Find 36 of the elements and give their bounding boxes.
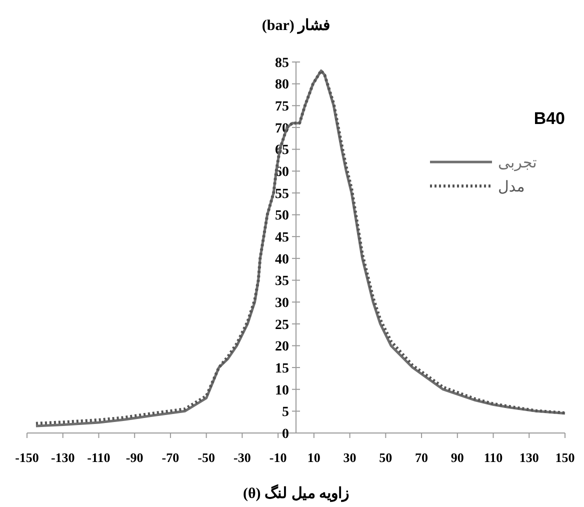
y-tick-label: 5 bbox=[282, 405, 289, 420]
x-tick-label: -110 bbox=[87, 450, 110, 465]
x-tick-label: 10 bbox=[307, 450, 320, 465]
x-tick-label: -150 bbox=[15, 450, 39, 465]
y-tick-label: 80 bbox=[275, 78, 289, 93]
y-tick-label: 15 bbox=[275, 361, 289, 376]
y-tick-label: 30 bbox=[275, 296, 289, 311]
legend-title: B40 bbox=[534, 109, 565, 128]
x-tick-label: -10 bbox=[269, 450, 287, 465]
y-tick-label: 10 bbox=[275, 383, 289, 398]
y-axis-title: فشار (bar) bbox=[262, 18, 330, 34]
x-tick-label: 90 bbox=[450, 450, 464, 465]
y-tick-label: 50 bbox=[275, 208, 289, 224]
legend-label: تجربی bbox=[498, 153, 537, 172]
y-tick-label: 40 bbox=[275, 252, 289, 268]
x-tick-label: -50 bbox=[198, 450, 216, 465]
x-axis-title: زاویه میل لنگ (θ) bbox=[242, 484, 350, 502]
x-tick-label: 110 bbox=[484, 450, 503, 465]
y-tick-label: 0 bbox=[282, 426, 289, 442]
x-tick-label: 130 bbox=[519, 450, 539, 465]
legend-label: مدل bbox=[498, 177, 525, 196]
x-tick-label: -130 bbox=[50, 450, 75, 465]
x-tick-label: 50 bbox=[379, 450, 392, 465]
x-tick-label: -70 bbox=[162, 450, 180, 465]
y-tick-label: 20 bbox=[275, 340, 289, 355]
y-tick-label: 55 bbox=[275, 186, 289, 202]
y-tick-label: 35 bbox=[275, 274, 289, 290]
x-tick-label: 70 bbox=[415, 450, 428, 465]
x-tick-label: 150 bbox=[555, 450, 575, 465]
y-tick-label: 45 bbox=[275, 230, 289, 246]
y-tick-label: 25 bbox=[275, 318, 289, 333]
x-tick-label: -90 bbox=[126, 450, 144, 465]
y-tick-label: 75 bbox=[275, 100, 289, 115]
x-tick-label: -30 bbox=[234, 450, 251, 465]
y-tick-label: 85 bbox=[275, 56, 289, 71]
x-tick-label: 30 bbox=[343, 450, 356, 465]
